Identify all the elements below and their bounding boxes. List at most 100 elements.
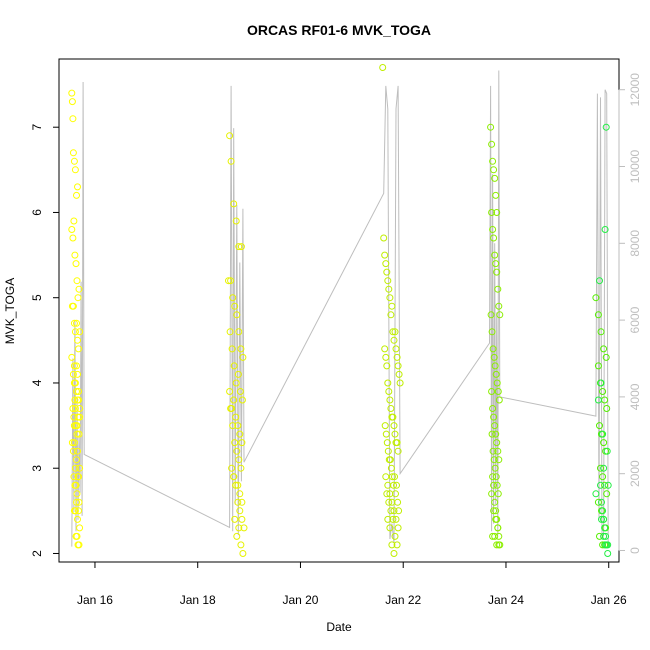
data-point: [238, 439, 246, 447]
data-point: [74, 396, 81, 404]
data-point: [487, 123, 495, 131]
data-point: [604, 541, 612, 549]
data-point: [238, 515, 246, 523]
data-point: [236, 490, 244, 498]
data-point: [68, 439, 76, 447]
data-point: [592, 294, 600, 302]
data-point: [386, 294, 394, 302]
data-point: [239, 353, 247, 361]
data-point: [235, 328, 243, 336]
data-point: [599, 473, 607, 481]
data-point: [389, 515, 397, 523]
data-point: [489, 157, 497, 165]
data-point: [380, 234, 388, 242]
data-point: [73, 456, 80, 464]
data-point: [71, 405, 79, 412]
altitude-lines: [71, 70, 609, 547]
data-point: [494, 490, 502, 498]
data-point: [383, 490, 391, 498]
y-tick-label: 3: [30, 465, 44, 472]
data-point: [235, 243, 243, 251]
data-point: [225, 277, 232, 285]
data-point: [231, 302, 239, 310]
data-point: [74, 370, 81, 378]
data-point: [236, 430, 244, 438]
data-point: [226, 328, 234, 336]
data-point: [230, 362, 238, 370]
data-point: [492, 430, 500, 438]
data-point: [76, 464, 84, 472]
data-point: [597, 481, 604, 489]
data-point: [394, 447, 402, 455]
y-tick-label: 2: [30, 550, 44, 557]
data-point: [592, 490, 600, 498]
data-point: [381, 345, 389, 353]
data-point: [238, 396, 246, 404]
data-point: [75, 507, 82, 515]
data-point: [75, 345, 82, 353]
data-point: [75, 388, 82, 395]
data-point: [602, 353, 610, 361]
data-point: [69, 115, 77, 123]
data-point: [594, 311, 602, 319]
data-point: [226, 132, 234, 140]
data-point: [391, 328, 399, 336]
data-point: [73, 430, 81, 438]
data-point: [73, 388, 80, 395]
y-tick-label: 7: [30, 124, 44, 131]
data-point: [383, 268, 391, 276]
data-point: [237, 541, 245, 549]
data-point: [489, 473, 497, 481]
data-point: [69, 302, 77, 310]
data-point: [391, 430, 399, 438]
data-point: [489, 405, 497, 412]
data-point: [488, 328, 496, 336]
data-point: [71, 251, 79, 259]
data-point: [601, 524, 609, 532]
data-point: [70, 217, 78, 225]
data-point: [487, 311, 495, 319]
data-point: [232, 481, 240, 489]
data-point: [234, 370, 242, 378]
data-point: [493, 541, 501, 549]
data-point: [490, 234, 498, 242]
data-point: [234, 422, 242, 430]
data-point: [493, 379, 501, 387]
data-point: [393, 481, 400, 489]
right-tick-label: 2000: [628, 460, 642, 487]
data-point: [496, 311, 504, 319]
data-point: [384, 447, 392, 455]
data-point: [488, 388, 496, 395]
data-point: [596, 277, 603, 285]
data-point: [75, 285, 83, 293]
data-point: [379, 64, 387, 71]
data-point: [229, 294, 237, 302]
data-point: [232, 379, 240, 387]
data-point: [603, 447, 611, 455]
data-point: [490, 507, 498, 515]
data-point: [76, 413, 84, 421]
data-point: [383, 439, 391, 447]
data-point: [488, 209, 496, 216]
data-point: [494, 285, 502, 293]
right-tick-label: 10000: [628, 150, 642, 184]
data-point: [596, 422, 603, 430]
data-point: [594, 498, 602, 506]
data-point: [390, 550, 398, 557]
y-axis: 2 3 4 5 6 7: [30, 124, 60, 557]
data-point: [70, 379, 78, 387]
data-point: [491, 498, 499, 506]
data-point: [230, 473, 238, 481]
data-point: [491, 174, 499, 182]
data-point: [491, 362, 499, 370]
data-point: [604, 481, 612, 489]
data-point: [490, 353, 498, 361]
data-point: [68, 226, 76, 233]
x-tick-label: Jan 24: [488, 593, 524, 607]
data-point: [601, 481, 609, 489]
data-point: [387, 507, 395, 515]
data-point: [75, 498, 83, 506]
data-point: [600, 532, 608, 540]
data-point: [488, 430, 496, 438]
